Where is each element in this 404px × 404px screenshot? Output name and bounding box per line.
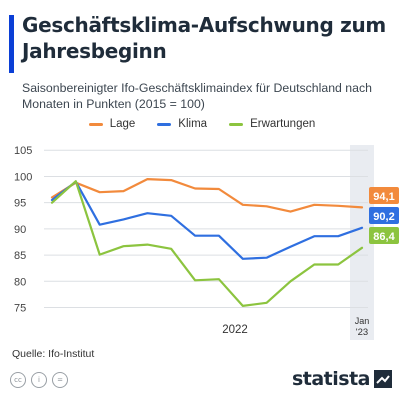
statista-logo[interactable]: statista [292, 368, 392, 390]
attribution-icon[interactable]: i [31, 372, 47, 388]
end-label-box-lage [369, 187, 399, 204]
y-tick-label: 75 [14, 303, 26, 315]
legend-label-klima: Klima [178, 118, 208, 130]
no-derivatives-icon[interactable]: = [52, 372, 68, 388]
legend-item-klima: Klima [157, 118, 207, 130]
series-line-klima [50, 180, 364, 260]
logo-text: statista [291, 368, 371, 390]
series-line-erwartungen [50, 180, 364, 307]
y-tick-label: 105 [14, 145, 32, 157]
source-note: Quelle: Ifo-Institut [12, 348, 95, 360]
legend-item-lage: Lage [88, 118, 136, 130]
end-label-box-erwartungen [369, 227, 399, 244]
y-tick-label: 90 [14, 224, 26, 236]
accent-bar [9, 15, 14, 73]
chart-subtitle: Saisonbereinigter Ifo-Geschäftsklimainde… [22, 81, 372, 111]
legend-swatch-klima [157, 122, 172, 126]
end-label-klima: 90,2 [373, 211, 394, 223]
chart-title: Geschäftsklima-Aufschwung zum Jahresbegi… [22, 13, 386, 63]
logo-mark-icon [374, 370, 392, 388]
x-last-month-label: Jan [355, 316, 370, 326]
end-label-lage: 94,1 [373, 191, 394, 203]
series-line-lage [50, 178, 364, 213]
x-last-year-label: '23 [356, 327, 368, 338]
legend-swatch-erwartungen [229, 122, 244, 126]
x-year-label: 2022 [222, 324, 248, 336]
legend-label-lage: Lage [109, 118, 136, 130]
y-tick-label: 85 [14, 250, 26, 262]
end-label-erwartungen: 86,4 [373, 231, 395, 243]
cc-icon[interactable]: cc [10, 372, 26, 388]
legend-label-erwartungen: Erwartungen [250, 118, 316, 130]
legend: Lage Klima Erwartungen [0, 118, 404, 130]
y-tick-label: 95 [14, 198, 26, 210]
license-icons: cc i = [10, 372, 68, 388]
end-label-box-klima [369, 207, 399, 224]
y-tick-label: 80 [14, 276, 26, 288]
legend-swatch-lage [88, 122, 103, 126]
y-tick-label: 100 [14, 171, 32, 183]
legend-item-erwartungen: Erwartungen [229, 118, 315, 130]
